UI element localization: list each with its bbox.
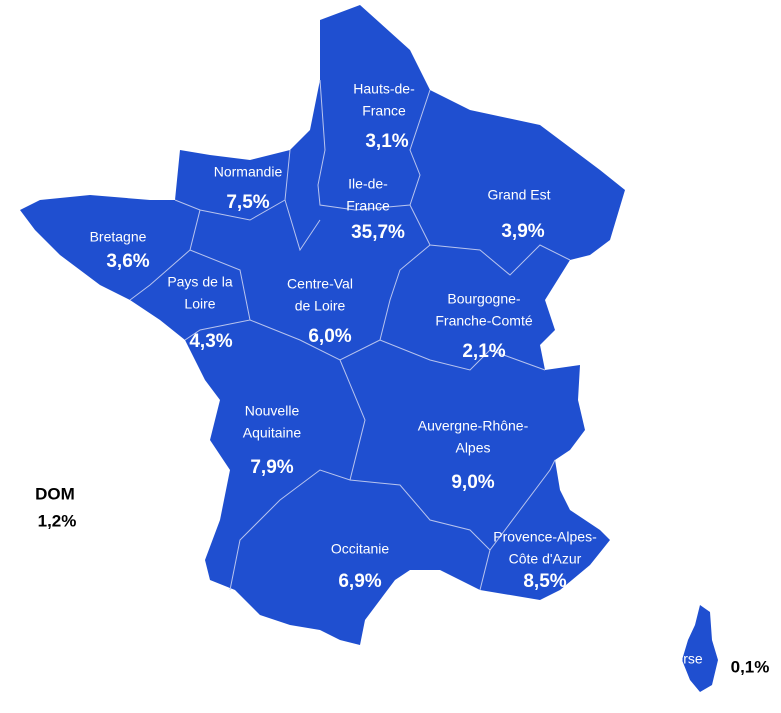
region-value: 35,7% [351,222,405,243]
region-value: 6,0% [308,326,351,347]
region-value: 7,5% [226,192,269,213]
region-name: Franche-Comté [435,313,532,329]
region-value: 9,0% [451,472,494,493]
region-name: Occitanie [331,541,390,557]
region-value: 8,5% [523,571,566,592]
france-mainland [20,5,625,645]
region-name: Centre-Val [287,276,353,292]
region-name: Bretagne [90,229,147,245]
corsica [682,605,718,692]
region-value: 6,9% [338,571,381,592]
region-name: de Loire [295,298,346,314]
region-name: Nouvelle [245,403,300,419]
region-value: 4,3% [189,331,232,352]
dom-name: DOM [35,484,75,503]
region-name: Bourgogne- [447,291,521,307]
region-value: 2,1% [462,341,505,362]
region-name: France [362,103,406,119]
region-value: 0,1% [731,657,770,676]
region-name: Côte d'Azur [509,551,582,567]
region-name: Loire [184,296,215,312]
region-name: Provence-Alpes- [493,529,597,545]
region-name: Hauts-de- [353,81,415,97]
region-borders [129,79,571,591]
region-name: Grand Est [487,187,550,203]
dom-value: 1,2% [38,511,77,530]
region-value: 7,9% [250,457,293,478]
region-name: France [346,198,390,214]
region-name: Pays de la [167,274,233,290]
region-name: Alpes [455,440,490,456]
region-name: Ile-de- [348,176,388,192]
region-name: Corse [665,651,703,667]
region-value: 3,1% [365,131,408,152]
region-name: Auvergne-Rhône- [418,418,529,434]
region-name: Normandie [214,164,283,180]
region-value: 3,6% [106,251,149,272]
region-value: 3,9% [501,221,544,242]
region-name: Aquitaine [243,425,302,441]
